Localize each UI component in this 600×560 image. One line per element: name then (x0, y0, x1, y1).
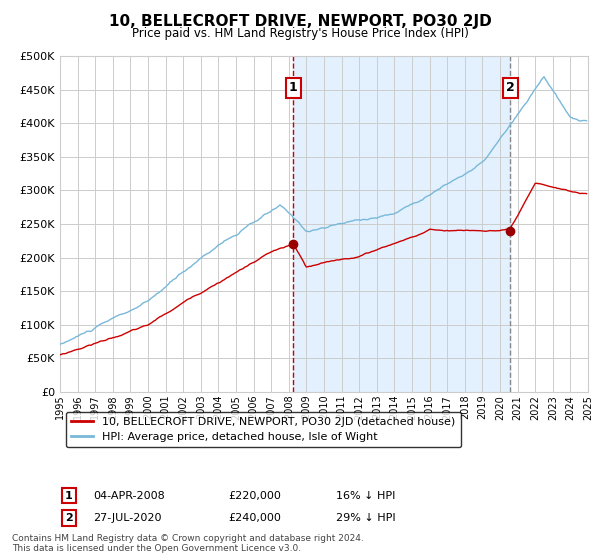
Legend: 10, BELLECROFT DRIVE, NEWPORT, PO30 2JD (detached house), HPI: Average price, de: 10, BELLECROFT DRIVE, NEWPORT, PO30 2JD … (65, 412, 461, 447)
Text: 27-JUL-2020: 27-JUL-2020 (93, 513, 161, 523)
Text: Price paid vs. HM Land Registry's House Price Index (HPI): Price paid vs. HM Land Registry's House … (131, 27, 469, 40)
Text: Contains HM Land Registry data © Crown copyright and database right 2024.
This d: Contains HM Land Registry data © Crown c… (12, 534, 364, 553)
Text: 16% ↓ HPI: 16% ↓ HPI (336, 491, 395, 501)
Bar (293, 56, 510, 392)
Text: 04-APR-2008: 04-APR-2008 (93, 491, 165, 501)
Text: £220,000: £220,000 (228, 491, 281, 501)
Text: 2: 2 (506, 81, 514, 95)
Text: 1: 1 (289, 81, 298, 95)
Text: 29% ↓ HPI: 29% ↓ HPI (336, 513, 395, 523)
Text: £240,000: £240,000 (228, 513, 281, 523)
Text: 1: 1 (65, 491, 73, 501)
Text: 2: 2 (65, 513, 73, 523)
Text: 10, BELLECROFT DRIVE, NEWPORT, PO30 2JD: 10, BELLECROFT DRIVE, NEWPORT, PO30 2JD (109, 14, 491, 29)
